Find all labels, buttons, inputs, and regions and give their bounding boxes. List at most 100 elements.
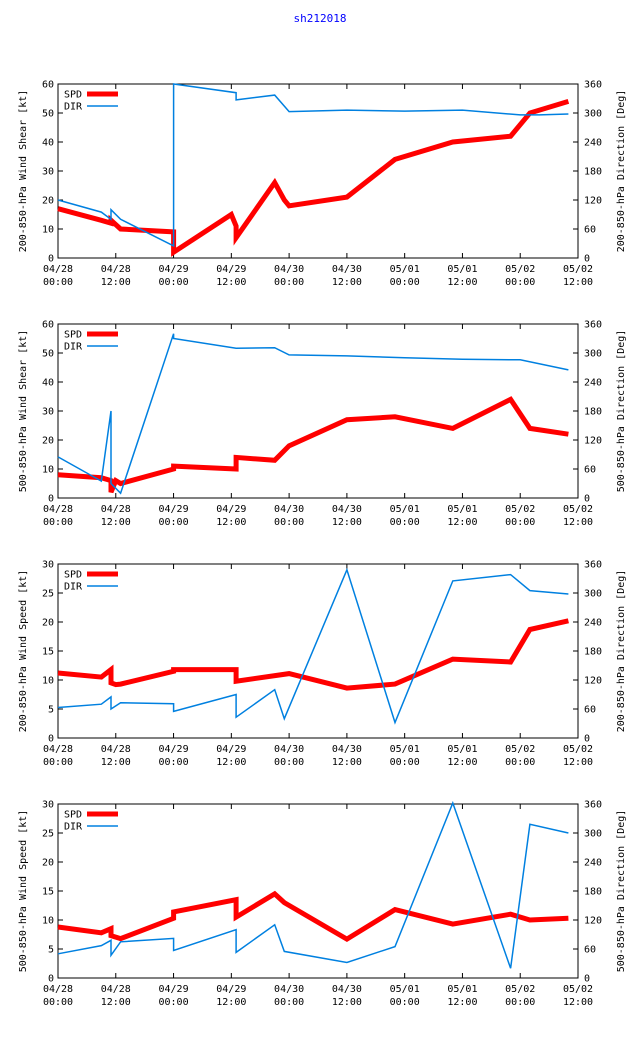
x-tick-label-date: 04/28 — [43, 264, 73, 275]
y-left-tick-label: 15 — [42, 887, 54, 898]
x-tick-label-time: 00:00 — [43, 517, 73, 528]
y-right-tick-label: 120 — [584, 196, 602, 207]
y-right-axis-label: 200-850-hPa Direction [Deg] — [616, 90, 627, 253]
x-tick-label-time: 00:00 — [274, 997, 304, 1008]
x-tick-label-time: 00:00 — [43, 277, 73, 288]
y-right-tick-label: 240 — [584, 618, 602, 629]
x-tick-label-date: 05/02 — [563, 264, 593, 275]
y-right-tick-label: 300 — [584, 589, 602, 600]
dir-series-line — [57, 83, 569, 248]
y-left-tick-label: 10 — [42, 676, 54, 687]
y-left-tick-label: 60 — [42, 80, 54, 91]
y-left-tick-label: 50 — [42, 349, 54, 360]
x-tick-label-date: 04/29 — [216, 744, 246, 755]
x-tick-label-date: 04/30 — [274, 264, 304, 275]
legend-label: DIR — [64, 342, 83, 353]
plot-frame — [57, 323, 579, 499]
x-tick-label-time: 12:00 — [332, 277, 362, 288]
y-left-tick-label: 40 — [42, 378, 54, 389]
x-tick-label-date: 04/28 — [101, 744, 131, 755]
x-tick-label-time: 12:00 — [216, 997, 246, 1008]
chart-1: 0 10 20 30 40 50 60 0 60 120 180 240 300 360 04/28 00:0… — [18, 80, 627, 289]
y-left-tick-label: 25 — [42, 829, 54, 840]
y-left-tick-label: 5 — [48, 705, 54, 716]
x-tick-label-date: 04/28 — [43, 504, 73, 515]
x-tick-label-time: 00:00 — [159, 277, 189, 288]
x-tick-label-time: 12:00 — [101, 997, 131, 1008]
x-tick-label-date: 04/28 — [101, 504, 131, 515]
x-tick-label-date: 05/02 — [505, 744, 535, 755]
y-left-tick-label: 10 — [42, 916, 54, 927]
y-right-tick-label: 300 — [584, 109, 602, 120]
plot-frame — [57, 563, 579, 739]
x-tick-label-time: 12:00 — [563, 757, 593, 768]
y-right-tick-label: 180 — [584, 887, 602, 898]
x-tick-label-time: 00:00 — [390, 757, 420, 768]
x-tick-label-time: 00:00 — [505, 517, 535, 528]
spd-series-line — [57, 99, 570, 257]
y-left-tick-label: 15 — [42, 647, 54, 658]
chart-2: 0 10 20 30 40 50 60 0 60 120 180 240 300 360 04/28 00:0… — [18, 320, 627, 529]
legend-label: SPD — [64, 810, 82, 821]
x-tick-label-date: 04/30 — [332, 744, 362, 755]
x-tick-label-time: 00:00 — [274, 277, 304, 288]
y-right-tick-label: 360 — [584, 320, 602, 331]
legend-label: SPD — [64, 570, 82, 581]
y-right-axis-label: 500-850-hPa Direction [Deg] — [616, 330, 627, 493]
x-tick-label-date: 04/29 — [216, 504, 246, 515]
x-tick-label-date: 05/02 — [505, 264, 535, 275]
x-tick-label-date: 05/01 — [390, 264, 420, 275]
x-tick-label-date: 05/01 — [447, 744, 477, 755]
x-tick-label-time: 00:00 — [390, 517, 420, 528]
y-right-tick-label: 180 — [584, 167, 602, 178]
legend-label: SPD — [64, 90, 82, 101]
x-tick-label-time: 12:00 — [332, 757, 362, 768]
y-left-tick-label: 20 — [42, 436, 54, 447]
spd-series-line — [57, 890, 569, 943]
y-left-tick-label: 10 — [42, 465, 54, 476]
chart-4: 05101520253006012018024030036004/2800:00… — [18, 800, 627, 1009]
y-left-tick-label: 20 — [42, 618, 54, 629]
x-tick-label-time: 00:00 — [505, 277, 535, 288]
x-tick-label-time: 00:00 — [159, 997, 189, 1008]
x-tick-label-date: 04/30 — [332, 264, 362, 275]
x-tick-label-date: 05/01 — [447, 504, 477, 515]
x-tick-label-time: 12:00 — [447, 997, 477, 1008]
x-tick-label-date: 04/28 — [101, 264, 131, 275]
x-tick-label-date: 05/01 — [447, 264, 477, 275]
x-tick-label-time: 12:00 — [563, 517, 593, 528]
x-tick-label-time: 12:00 — [332, 517, 362, 528]
y-left-axis-label: 500-850-hPa Wind Shear [kt] — [18, 330, 29, 493]
y-right-tick-label: 60 — [584, 465, 596, 476]
y-right-tick-label: 0 — [584, 734, 590, 745]
x-tick-label-time: 00:00 — [159, 517, 189, 528]
y-right-tick-label: 180 — [584, 647, 602, 658]
dir-series-line — [57, 567, 569, 725]
y-right-tick-label: 180 — [584, 407, 602, 418]
x-tick-label-date: 04/28 — [43, 744, 73, 755]
x-tick-label-date: 04/29 — [159, 264, 189, 275]
y-right-tick-label: 240 — [584, 858, 602, 869]
x-tick-label-date: 04/28 — [101, 984, 131, 995]
x-tick-label-time: 12:00 — [101, 277, 131, 288]
x-tick-label-date: 05/01 — [447, 984, 477, 995]
y-left-tick-label: 0 — [48, 494, 54, 505]
dir-series-line — [57, 333, 569, 495]
plot-frame — [57, 803, 579, 979]
x-tick-label-time: 12:00 — [447, 517, 477, 528]
spd-series-line — [57, 618, 569, 691]
y-right-tick-label: 60 — [584, 225, 596, 236]
y-right-tick-label: 120 — [584, 676, 602, 687]
y-left-tick-label: 50 — [42, 109, 54, 120]
x-tick-label-time: 00:00 — [505, 997, 535, 1008]
spd-series-line — [57, 396, 569, 494]
x-tick-label-date: 04/30 — [274, 984, 304, 995]
x-tick-label-date: 05/02 — [563, 504, 593, 515]
legend-label: DIR — [64, 582, 83, 593]
x-tick-label-time: 12:00 — [101, 757, 131, 768]
x-tick-label-date: 05/01 — [390, 504, 420, 515]
x-tick-label-time: 00:00 — [274, 517, 304, 528]
legend-label: SPD — [64, 330, 82, 341]
